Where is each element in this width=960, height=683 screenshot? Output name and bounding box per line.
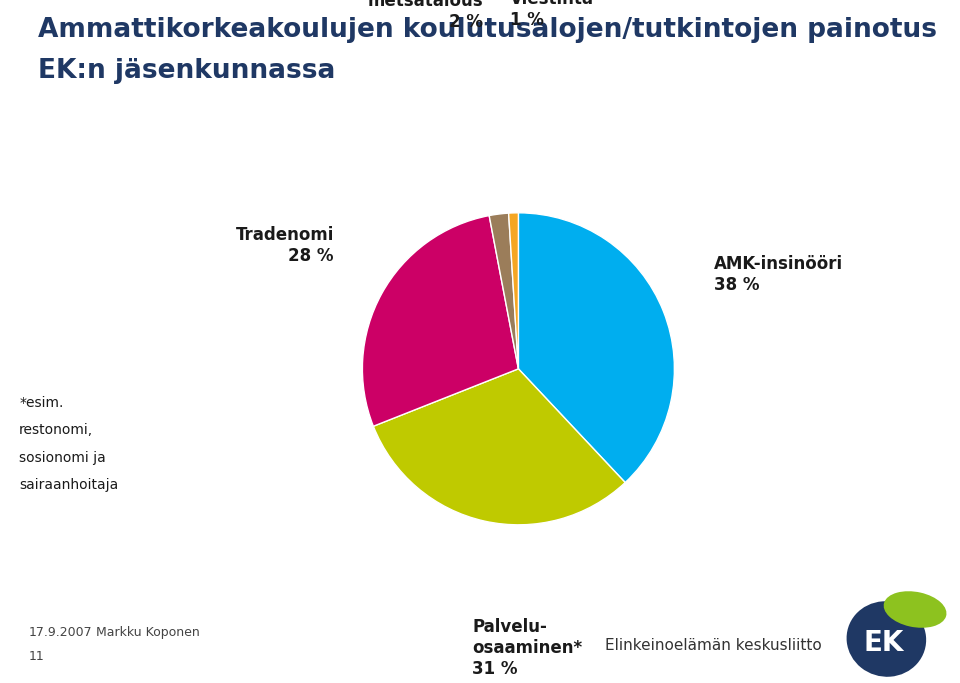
Text: Elinkeinoelämän keskusliitto: Elinkeinoelämän keskusliitto: [605, 638, 822, 653]
Text: sairaanhoitaja: sairaanhoitaja: [19, 478, 118, 492]
Wedge shape: [518, 213, 674, 482]
Text: restonomi,: restonomi,: [19, 423, 93, 437]
Text: Palvelu-
osaaminen*
31 %: Palvelu- osaaminen* 31 %: [472, 618, 583, 678]
Text: EK: EK: [864, 629, 904, 656]
Text: Tradenomi
28 %: Tradenomi 28 %: [235, 226, 334, 265]
Text: sosionomi ja: sosionomi ja: [19, 451, 106, 464]
Text: 11: 11: [29, 650, 44, 663]
Wedge shape: [490, 213, 518, 369]
Text: EK:n jäsenkunnassa: EK:n jäsenkunnassa: [38, 58, 336, 84]
Text: AMK-insinööri
38 %: AMK-insinööri 38 %: [714, 255, 843, 294]
Text: Maa- ja
metsätalous
2 %: Maa- ja metsätalous 2 %: [368, 0, 483, 31]
Text: Markku Koponen: Markku Koponen: [96, 626, 200, 639]
Text: Viestintä
1 %: Viestintä 1 %: [510, 0, 593, 29]
Wedge shape: [363, 216, 518, 426]
Text: 17.9.2007: 17.9.2007: [29, 626, 92, 639]
Wedge shape: [373, 369, 625, 525]
Text: Ammattikorkeakoulujen koulutusalojen/tutkintojen painotus: Ammattikorkeakoulujen koulutusalojen/tut…: [38, 17, 937, 43]
Wedge shape: [509, 213, 518, 369]
Text: *esim.: *esim.: [19, 396, 63, 410]
Ellipse shape: [883, 591, 947, 628]
Ellipse shape: [847, 601, 926, 677]
